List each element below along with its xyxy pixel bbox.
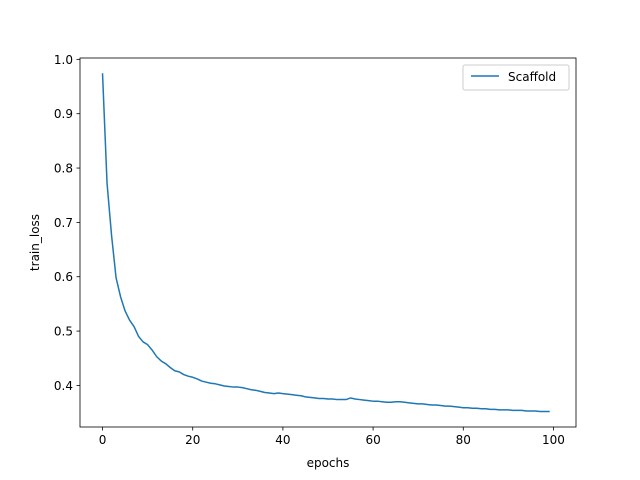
y-tick-label: 0.8 <box>54 162 73 176</box>
x-tick-label: 60 <box>365 433 380 447</box>
ticks-layer: 0 20 40 60 80 100 0.4 0.5 0.6 0.7 0.8 0.9 1.0 <box>54 53 565 447</box>
y-tick-label: 0.9 <box>54 107 73 121</box>
legend-box <box>462 64 570 91</box>
series-layer <box>101 73 550 413</box>
x-tick-label: 80 <box>456 433 471 447</box>
y-tick-label: 0.4 <box>54 379 73 393</box>
y-tick-label: 0.6 <box>54 270 73 284</box>
legend: Scaffold <box>462 64 570 91</box>
y-tick-label: 0.5 <box>54 325 73 339</box>
y-tick-label: 0.7 <box>54 216 73 230</box>
series-line-scaffold <box>101 73 550 413</box>
x-tick-label: 40 <box>275 433 290 447</box>
x-tick-label: 20 <box>185 433 200 447</box>
x-axis-label: epochs <box>307 456 350 470</box>
y-tick-label: 1.0 <box>54 53 73 67</box>
y-axis-label: train_loss <box>28 214 42 271</box>
x-tick-label: 0 <box>99 433 107 447</box>
plot-frame <box>79 57 577 428</box>
legend-entry-scaffold: Scaffold <box>508 70 556 84</box>
x-tick-label: 100 <box>542 433 565 447</box>
